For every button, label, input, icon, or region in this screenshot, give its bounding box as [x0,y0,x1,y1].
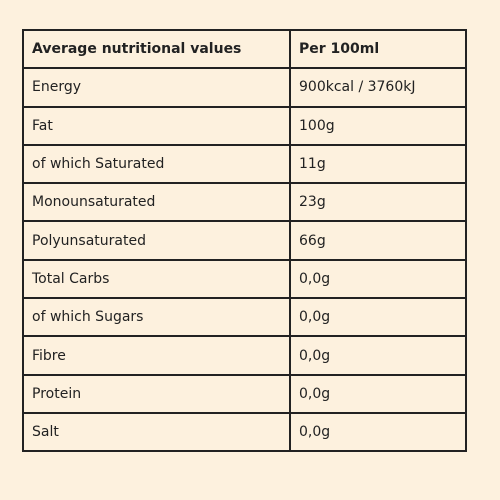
table-cell: Polyunsaturated [22,220,291,261]
table-cell: Total Carbs [22,258,291,300]
table-cell: 66g [289,220,467,261]
table-cell: of which Sugars [22,297,291,338]
table-row: Monounsaturated 23g [22,182,467,223]
table-cell: 0,0g [289,297,467,338]
table-cell: 100g [289,105,467,146]
table-cell: 11g [289,143,467,185]
table-row: Fibre 0,0g [22,335,467,376]
header-cell: Per 100ml [289,28,467,70]
table-cell: 23g [289,182,467,223]
table-body: Energy 900kcal / 3760kJ Fat 100g of which Sa… [22,67,467,453]
table-row: of which Saturated 11g [22,143,467,185]
table-cell: Energy [22,67,291,108]
table-row: Protein 0,0g [22,373,467,414]
table-cell: 0,0g [289,258,467,300]
table-cell: 900kcal / 3760kJ [289,67,467,108]
table-row: Polyunsaturated 66g [22,220,467,261]
table-cell: of which Saturated [22,143,291,185]
table-cell: Fat [22,105,291,146]
table-cell: 0,0g [289,373,467,414]
table-row: Fat 100g [22,105,467,146]
table-row: of which Sugars 0,0g [22,297,467,338]
table-row: Energy 900kcal / 3760kJ [22,67,467,108]
table-row: Total Carbs 0,0g [22,258,467,300]
table-cell: Fibre [22,335,291,376]
table-cell: Monounsaturated [22,182,291,223]
header-row: Average nutritional values Per 100ml [22,28,467,70]
table-cell: Protein [22,373,291,414]
table-row: Salt 0,0g [22,411,467,453]
header-cell: Average nutritional values [22,28,291,70]
table-cell: Salt [22,411,291,453]
nutrition-table: Average nutritional values Per 100ml Ene… [22,28,467,453]
table-cell: 0,0g [289,335,467,376]
table-cell: 0,0g [289,411,467,453]
